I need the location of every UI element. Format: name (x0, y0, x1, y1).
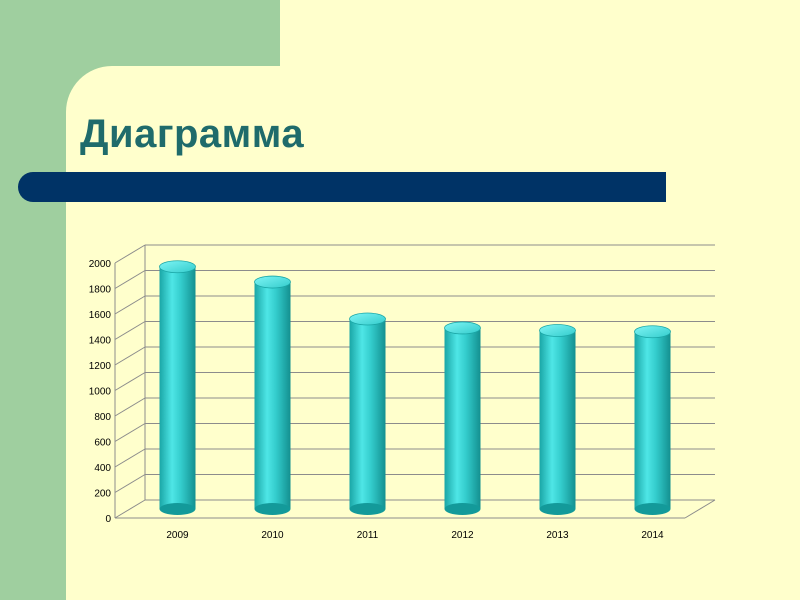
bar-cap (254, 275, 291, 289)
title-underline-bar (18, 172, 666, 202)
bar (634, 325, 671, 515)
y-tick-label: 1600 (89, 310, 112, 321)
y-tick-label: 1400 (89, 336, 112, 347)
bar-body (634, 331, 671, 509)
floor-right-edge (684, 499, 716, 519)
y-tick-label: 0 (105, 514, 111, 525)
bar-base (349, 503, 386, 515)
y-tick-label: 1800 (89, 285, 112, 296)
axis-layer (114, 245, 716, 519)
bar-body (254, 282, 291, 509)
x-tick-label: 2013 (546, 530, 569, 540)
bar-base (634, 503, 671, 515)
bar-body (539, 330, 576, 509)
bar-body (444, 327, 481, 509)
bar-base (159, 503, 196, 515)
gridline-side (114, 448, 146, 468)
slide-title: Диаграмма (80, 112, 305, 156)
bar (349, 312, 386, 515)
gridline-side (114, 474, 146, 493)
gridline-side (114, 397, 146, 417)
gridline-side (114, 372, 146, 391)
chart-container: 0 200 400 600 800 1000 1200 1400 1600 1800 2000 200… (70, 210, 750, 541)
x-tick-label: 2009 (166, 530, 189, 540)
bar-cap (444, 321, 481, 335)
gridline-side (114, 499, 146, 519)
bar-body (349, 319, 386, 509)
gridline-side (114, 346, 146, 366)
y-tick-label: 800 (94, 412, 111, 423)
bar (444, 321, 481, 515)
bar-cap (159, 260, 196, 274)
bar-base (444, 503, 481, 515)
x-tick-label: 2012 (451, 530, 474, 540)
y-tick-label: 200 (94, 489, 111, 500)
gridline-side (114, 321, 146, 340)
x-tick-label: 2014 (641, 530, 664, 540)
gridline-side (114, 244, 146, 264)
bar-body (159, 266, 196, 509)
x-tick-label: 2010 (261, 530, 284, 540)
bar-chart: 0 200 400 600 800 1000 1200 1400 1600 1800 2000 200… (89, 244, 716, 541)
bars-layer (159, 260, 671, 515)
gridline-side (114, 295, 146, 315)
grid-layer (114, 244, 715, 519)
y-tick-label: 2000 (89, 259, 112, 270)
bar (159, 260, 196, 515)
gridline-side (114, 270, 146, 289)
bar (254, 275, 291, 515)
bar (539, 324, 576, 515)
x-tick-label: 2011 (357, 530, 379, 540)
bar-base (539, 503, 576, 515)
gridline-side (114, 423, 146, 442)
labels-layer: 0 200 400 600 800 1000 1200 1400 1600 1800 2000 200… (89, 259, 664, 541)
bar-cap (539, 324, 576, 337)
y-tick-label: 1000 (89, 387, 112, 398)
y-tick-label: 1200 (89, 361, 112, 372)
bar-cap (634, 325, 671, 339)
y-tick-label: 600 (94, 438, 111, 449)
bar-cap (349, 312, 386, 326)
content-panel-top (280, 0, 800, 70)
y-tick-label: 400 (94, 463, 111, 474)
bar-base (254, 503, 291, 515)
